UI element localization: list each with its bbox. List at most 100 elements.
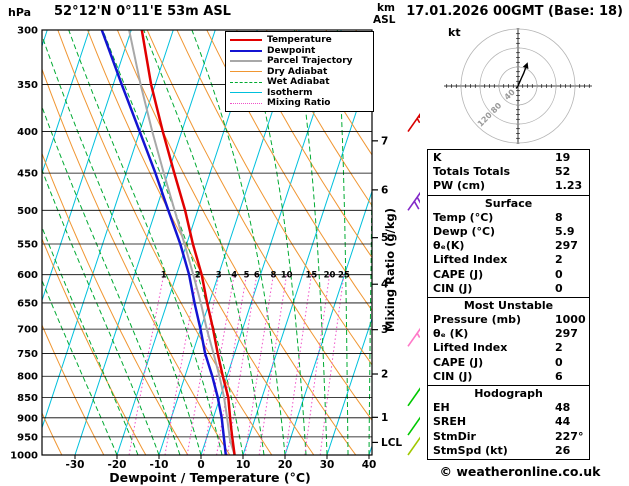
svg-text:500: 500 (17, 206, 38, 217)
table-row-label: θₑ (K) (433, 327, 469, 341)
table-row: Totals Totals 52 (428, 165, 589, 179)
x-axis-title: Dewpoint / Temperature (°C) (109, 470, 311, 485)
svg-text:-20: -20 (108, 459, 127, 471)
legend-line-sample (230, 71, 262, 73)
svg-text:Mixing Ratio (g/kg): Mixing Ratio (g/kg) (383, 208, 397, 332)
table-row: θₑ (K) 297 (428, 327, 589, 341)
table-row-value: 44 (555, 415, 571, 429)
svg-text:1000: 1000 (10, 451, 38, 462)
svg-text:350: 350 (17, 80, 38, 91)
table-section-title: Most Unstable (463, 298, 554, 312)
svg-text:700: 700 (17, 325, 38, 336)
legend-line-sample (230, 102, 262, 104)
table-row: Lifted Index 2 (428, 253, 589, 267)
table-row-value: 6 (555, 369, 563, 383)
table-row-value: 52 (555, 165, 571, 179)
table-row-value: 48 (555, 401, 571, 415)
svg-text:750: 750 (17, 349, 38, 360)
legend-item-label: Dewpoint (267, 45, 316, 56)
station-title: 52°12'N 0°11'E 53m ASL (54, 4, 231, 19)
legend-line-sample (230, 92, 262, 94)
legend-item: Wet Adiabat (226, 77, 373, 88)
table-row-value: 1.23 (555, 179, 583, 193)
svg-text:4: 4 (381, 279, 388, 291)
table-row-label: Pressure (mb) (433, 313, 521, 327)
table-row-label: CIN (J) (433, 369, 473, 383)
table-row-value: 1000 (555, 313, 586, 327)
svg-text:650: 650 (17, 298, 38, 309)
table-row-label: CIN (J) (433, 281, 473, 295)
table-row: Pressure (mb) 1000 (428, 313, 589, 327)
run-datetime-title: 17.01.2026 00GMT (Base: 18) (406, 4, 623, 19)
svg-text:2: 2 (381, 369, 388, 381)
table-row-label: Lifted Index (433, 341, 508, 355)
svg-text:400: 400 (17, 127, 38, 138)
table-section: Surface Temp (°C) 8 Dewp (°C) 5.9 θₑ(K) 297 Lif… (427, 194, 590, 298)
svg-text:3: 3 (381, 324, 388, 336)
table-row-label: Temp (°C) (433, 210, 494, 224)
svg-text:3: 3 (216, 271, 222, 281)
pressure-axis-unit-label: hPa (8, 6, 32, 19)
legend-item: Dry Adiabat (226, 67, 373, 78)
table-row-label: EH (433, 401, 450, 415)
table-row: CAPE (J) 0 (428, 268, 589, 282)
legend-item: Mixing Ratio (226, 98, 373, 109)
table-row-value: 8 (555, 210, 563, 224)
table-row-value: 0 (555, 281, 563, 295)
svg-text:5: 5 (381, 232, 388, 244)
legend-item-label: Isotherm (267, 87, 313, 98)
table-section: Hodograph EH 48 SREH 44 StmDir 227° StmSpd (kt)… (427, 385, 590, 460)
svg-text:5: 5 (244, 271, 250, 281)
legend-line-sample (230, 60, 262, 63)
table-section-title: Surface (484, 196, 533, 210)
svg-text:600: 600 (17, 270, 38, 281)
copyright-footer: © weatheronline.co.uk (439, 464, 601, 479)
legend-line-sample (230, 49, 262, 52)
table-row-label: Totals Totals (433, 165, 511, 179)
table-row-label: Dewp (°C) (433, 224, 496, 238)
legend-item-label: Temperature (267, 35, 332, 46)
legend-item: Dewpoint (226, 46, 373, 57)
svg-text:10: 10 (281, 271, 293, 281)
table-row-label: Lifted Index (433, 253, 508, 267)
table-row: Dewp (°C) 5.9 (428, 225, 589, 239)
table-row-label: SREH (433, 415, 467, 429)
svg-text:40: 40 (362, 459, 377, 471)
svg-text:0: 0 (197, 459, 204, 471)
table-row-label: StmDir (433, 429, 476, 443)
svg-text:10: 10 (236, 459, 251, 471)
legend-line-sample (230, 81, 262, 83)
table-row-value: 297 (555, 327, 578, 341)
svg-text:25: 25 (338, 271, 350, 281)
legend-line-sample (230, 39, 262, 42)
svg-text:1: 1 (161, 271, 167, 281)
table-row: CIN (J) 0 (428, 282, 589, 296)
svg-text:20: 20 (278, 459, 293, 471)
legend-item: Isotherm (226, 88, 373, 99)
svg-text:-30: -30 (66, 459, 85, 471)
svg-text:20: 20 (324, 271, 336, 281)
table-section: K 19 Totals Totals 52 PW (cm) 1.23 (427, 149, 590, 196)
indices-table: K 19 Totals Totals 52 PW (cm) 1.23 Surface Temp… (427, 149, 590, 460)
table-row: StmSpd (kt) 26 (428, 444, 589, 458)
svg-text:450: 450 (17, 169, 38, 180)
svg-text:800: 800 (17, 372, 38, 383)
legend-item-label: Wet Adiabat (267, 77, 330, 88)
table-row-label: CAPE (J) (433, 267, 484, 281)
table-row: EH 48 (428, 401, 589, 415)
svg-text:4: 4 (231, 271, 237, 281)
legend-item-label: Dry Adiabat (267, 66, 328, 77)
svg-text:6: 6 (381, 184, 388, 196)
table-row-label: CAPE (J) (433, 355, 484, 369)
legend: Temperature Dewpoint Parcel Trajectory Dry … (225, 31, 374, 112)
table-row: θₑ(K) 297 (428, 239, 589, 253)
table-row-value: 0 (555, 355, 563, 369)
svg-text:8: 8 (270, 271, 276, 281)
svg-text:-10: -10 (150, 459, 169, 471)
svg-text:950: 950 (17, 432, 38, 443)
svg-text:850: 850 (17, 393, 38, 404)
table-row-value: 227° (555, 429, 584, 443)
table-row-label: θₑ(K) (433, 239, 465, 253)
